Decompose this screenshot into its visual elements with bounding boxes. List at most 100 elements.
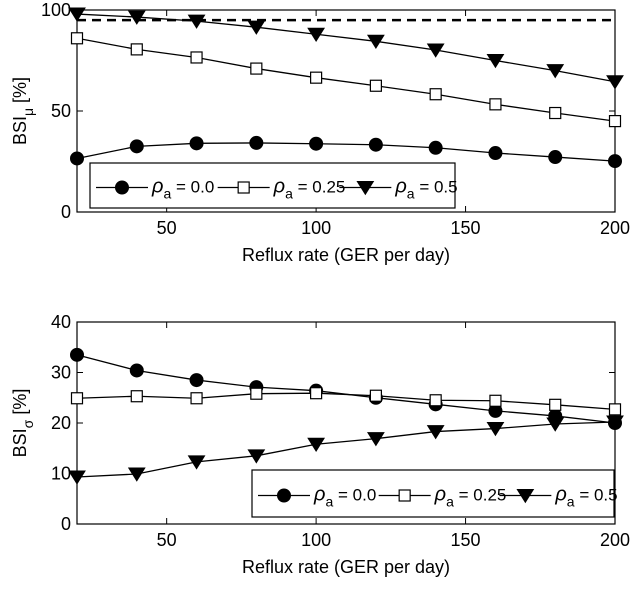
data-point-triangle [68, 470, 86, 485]
x-tick-label: 200 [600, 218, 630, 238]
series-square [70, 387, 622, 416]
legend-entry: ρa = 0.0 [96, 176, 214, 202]
x-tick-label: 50 [157, 530, 177, 550]
series-line [76, 37, 616, 122]
data-point-triangle [366, 432, 385, 447]
data-point-circle [70, 151, 84, 166]
x-axis-label: Reflux rate (GER per day) [242, 245, 450, 265]
data-point-triangle [307, 27, 326, 42]
y-tick-label: 30 [51, 363, 71, 383]
x-tick-label: 150 [451, 218, 481, 238]
y-axis-label-subscript: μ [20, 108, 36, 116]
data-point-circle [249, 135, 264, 150]
legend-marker-triangle [516, 489, 535, 504]
legend-marker-triangle [356, 181, 375, 196]
data-point-square [608, 403, 622, 416]
series-line [76, 142, 616, 162]
data-point-triangle [127, 10, 146, 25]
legend-label-subscript: a [285, 186, 293, 202]
series-line [76, 13, 616, 83]
y-tick-label: 20 [51, 413, 71, 433]
x-axis-label: Reflux rate (GER per day) [242, 557, 450, 577]
legend-label-value: = 0.5 [575, 486, 618, 505]
data-point-triangle [606, 75, 624, 90]
y-tick-label: 40 [51, 312, 71, 332]
legend-label-value: = 0.5 [415, 178, 458, 197]
data-point-circle [129, 363, 144, 378]
legend-label-subscript: a [446, 494, 454, 510]
series-triangle [68, 7, 624, 90]
y-tick-label: 10 [51, 464, 71, 484]
data-point-triangle [366, 34, 385, 50]
data-point-triangle [247, 449, 266, 464]
data-point-triangle [68, 7, 86, 22]
legend-entry: ρa = 0.5 [339, 176, 458, 202]
legend-label: ρa = 0.25 [273, 176, 346, 202]
data-point-square [369, 79, 382, 92]
x-tick-label: 50 [157, 218, 177, 238]
data-point-square [489, 394, 502, 407]
data-point-triangle [546, 64, 565, 79]
legend-label-symbol: ρ [151, 176, 163, 198]
data-point-square [429, 88, 442, 101]
data-point-square [310, 387, 323, 400]
data-point-square [130, 390, 143, 403]
series-square [70, 32, 622, 128]
y-axis-label-subscript: σ [20, 419, 36, 428]
data-point-square [70, 32, 84, 45]
legend-label-subscript: a [325, 494, 333, 510]
data-point-square [70, 392, 84, 405]
data-point-circle [70, 347, 84, 362]
legend-entry: ρa = 0.25 [217, 176, 346, 202]
legend-label-symbol: ρ [434, 484, 446, 506]
series-circle [70, 347, 622, 430]
x-tick-label: 150 [451, 530, 481, 550]
x-tick-label: 100 [301, 218, 331, 238]
y-tick-label: 100 [41, 0, 71, 20]
y-axis-label: BSIμ [%] [10, 77, 36, 145]
data-point-triangle [546, 417, 565, 432]
legend: ρa = 0.0 ρa = 0.25 ρa = 0.5 [251, 469, 618, 518]
legend-entry: ρa = 0.5 [499, 484, 618, 510]
data-point-triangle [307, 437, 326, 452]
legend: ρa = 0.0 ρa = 0.25 ρa = 0.5 [89, 162, 458, 209]
legend-label-symbol: ρ [554, 484, 566, 506]
legend-frame [251, 469, 615, 518]
data-point-square [608, 114, 622, 128]
legend-label: ρa = 0.5 [394, 176, 457, 202]
legend-label-symbol: ρ [313, 484, 325, 506]
series-line [76, 421, 616, 478]
x-tick-label: 100 [301, 530, 331, 550]
y-tick-label: 0 [61, 202, 71, 222]
legend-label-value: = 0.0 [333, 486, 376, 505]
legend-label: ρa = 0.0 [313, 484, 376, 510]
data-point-triangle [486, 422, 505, 437]
legend-marker-circle [277, 488, 291, 503]
legend-marker-square [398, 489, 411, 502]
legend-label-symbol: ρ [394, 176, 406, 198]
data-point-circle [608, 154, 622, 169]
data-point-square [190, 51, 203, 64]
data-point-triangle [247, 20, 266, 35]
series-line [76, 392, 616, 411]
data-point-triangle [486, 54, 505, 69]
y-tick-label: 0 [61, 514, 71, 534]
data-point-triangle [187, 14, 206, 29]
data-point-circle [488, 146, 503, 161]
data-point-circle [428, 140, 443, 155]
data-point-square [549, 106, 562, 120]
legend-label-value: = 0.25 [454, 486, 506, 505]
data-point-circle [189, 136, 204, 151]
data-point-triangle [127, 467, 146, 482]
y-axis-label-unit: [%] [10, 77, 30, 108]
chart-panel-2: 50 100 150 200 0 10 20 30 40 Reflux rate (GER per… [10, 312, 630, 577]
series-triangle [68, 415, 624, 485]
data-point-triangle [606, 415, 624, 430]
data-point-square [489, 98, 502, 111]
legend-label: ρa = 0.0 [151, 176, 214, 202]
data-point-circle [368, 137, 383, 152]
legend-label: ρa = 0.25 [434, 484, 507, 510]
legend-label-symbol: ρ [273, 176, 285, 198]
legend-label-subscript: a [567, 494, 575, 510]
legend-label-subscript: a [163, 186, 171, 202]
